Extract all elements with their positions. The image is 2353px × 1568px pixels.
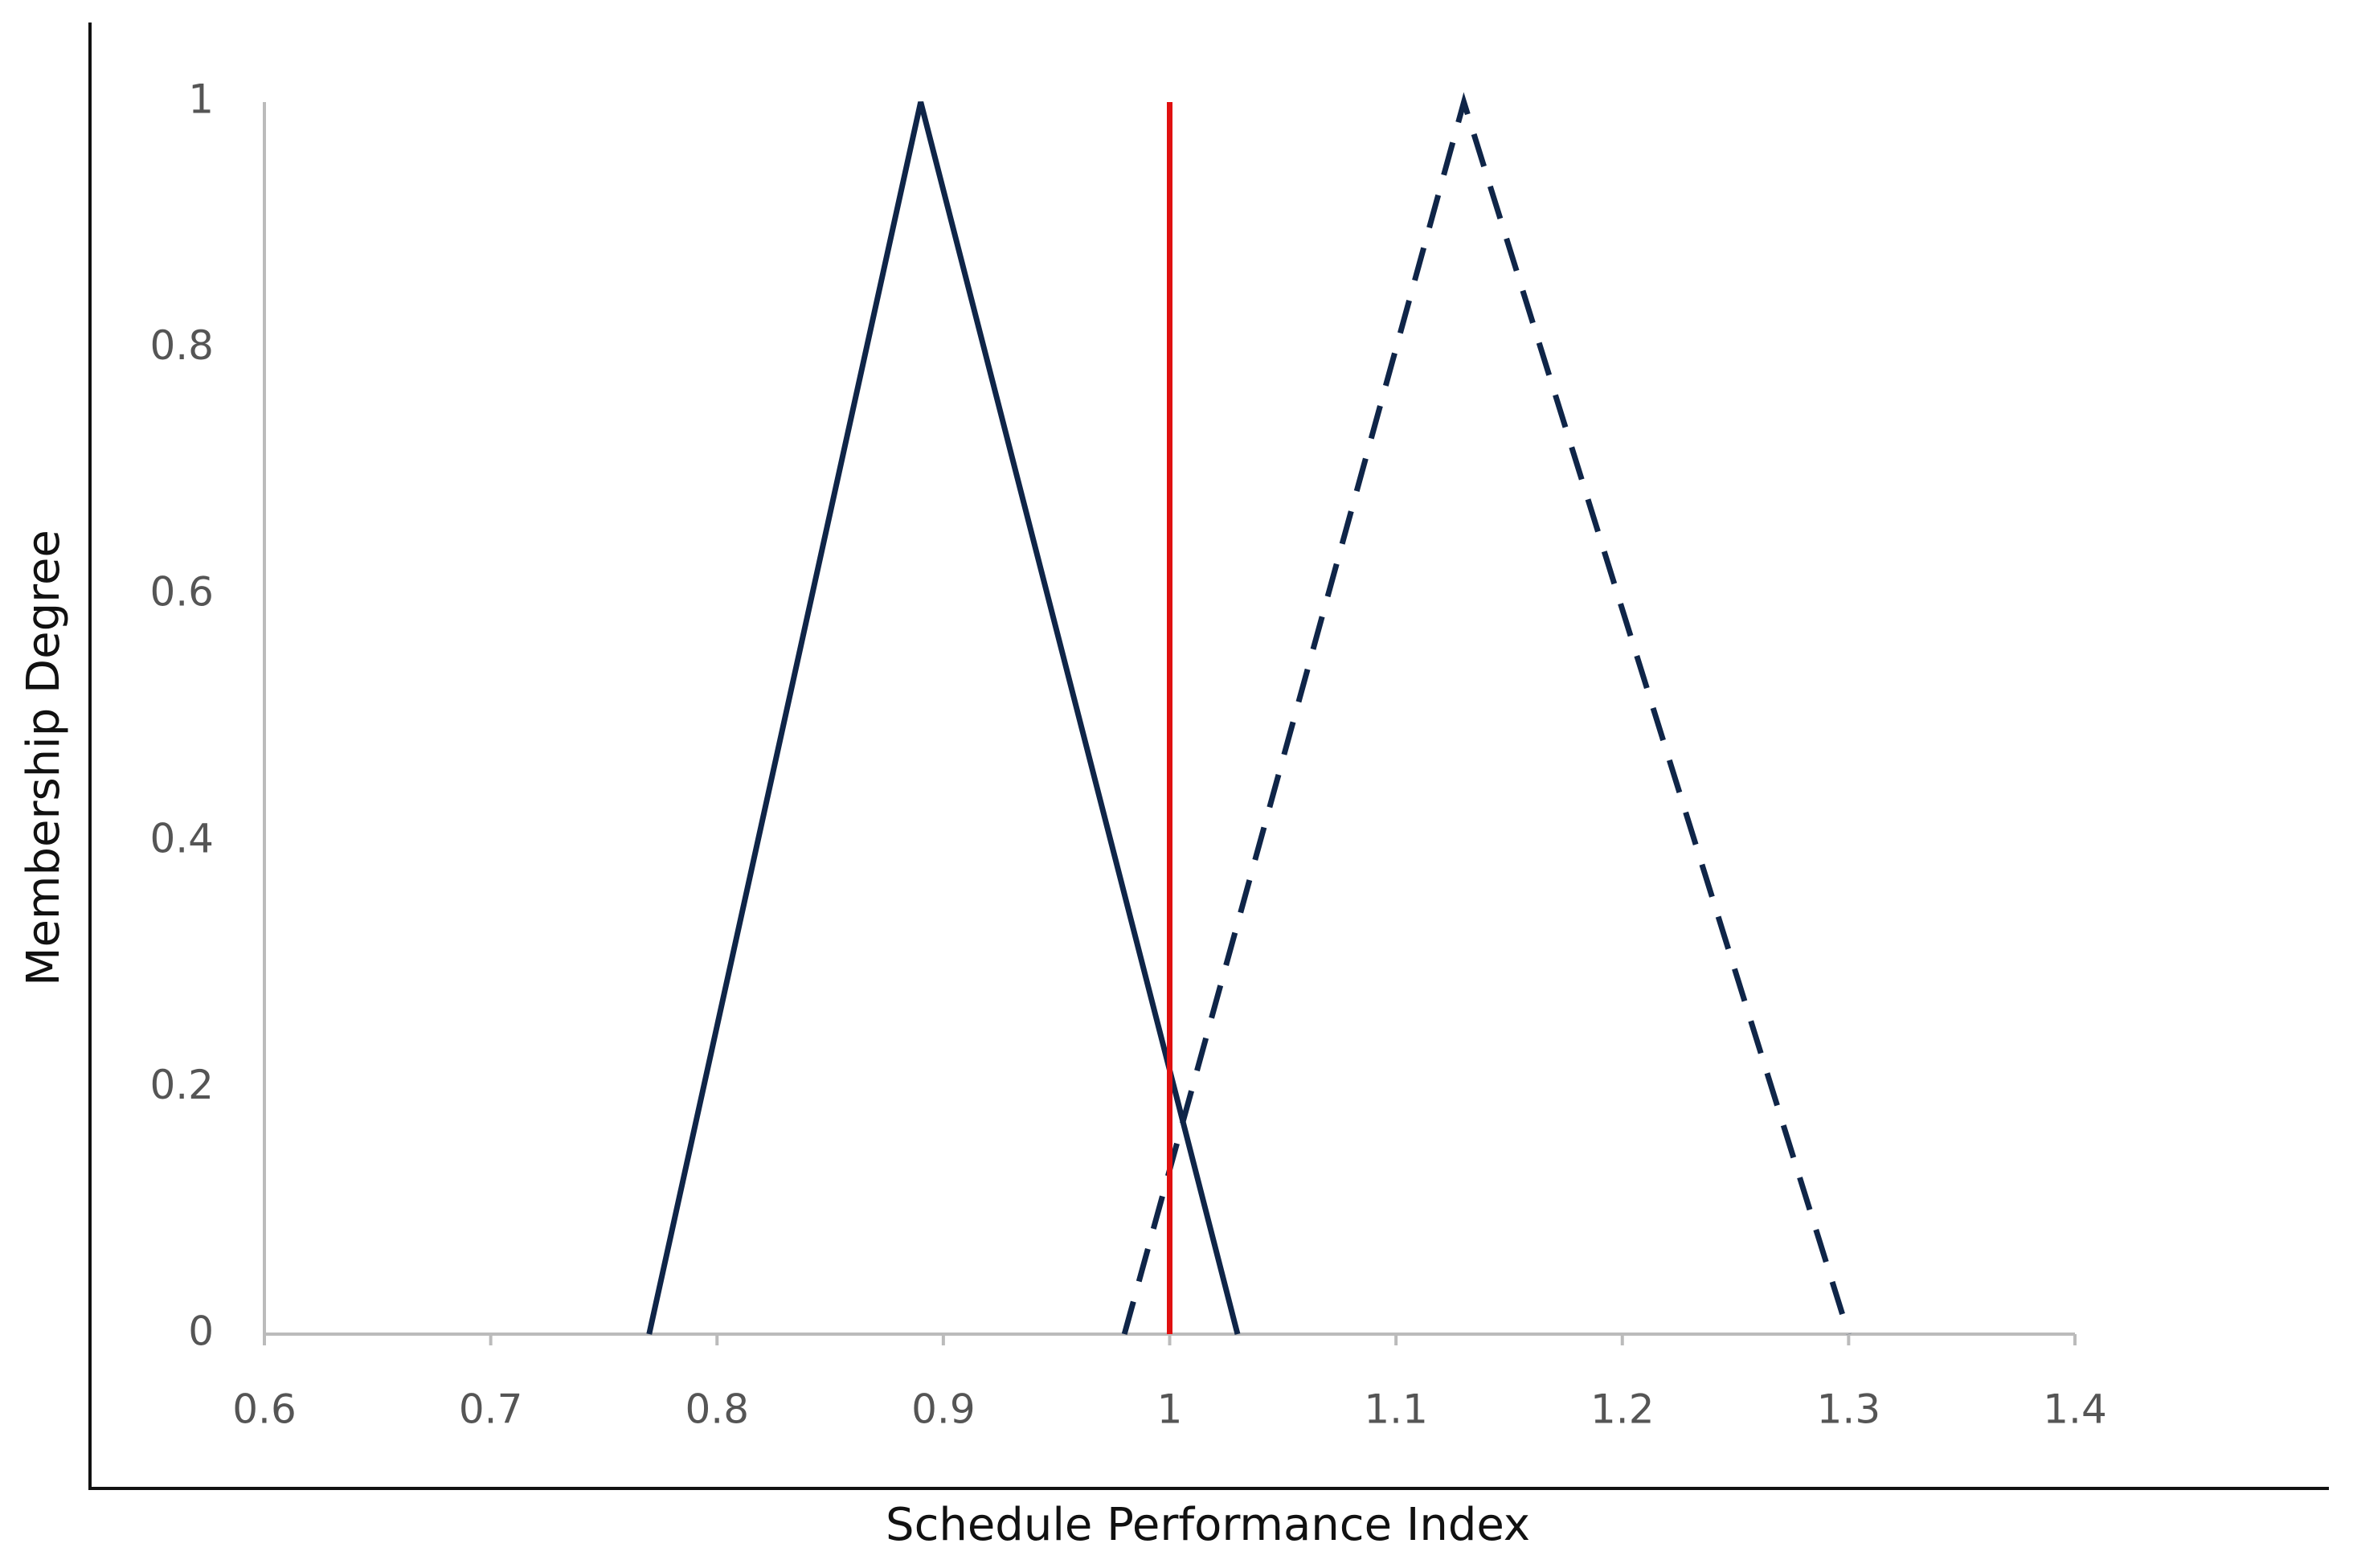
y-tick-label: 0.4 [149,815,214,862]
x-tick-label: 0.6 [232,1386,297,1433]
y-tick-label: 0 [188,1308,214,1355]
y-tick-label: 0.2 [149,1062,214,1108]
x-tick-label: 0.9 [911,1386,976,1433]
y-tick-label: 0.8 [149,322,214,369]
x-tick-label: 1.4 [2043,1386,2107,1433]
x-tick-label: 1 [1157,1386,1183,1433]
y-tick-label: 0.6 [149,569,214,616]
y-axis-title: Membership Degree [18,530,70,986]
series-line [646,101,1241,1335]
x-tick-label: 0.8 [685,1386,749,1433]
x-tick-label: 1.2 [1590,1386,1655,1433]
y-tick-label: 1 [188,76,214,123]
series-line [1121,92,1852,1336]
x-tick-label: 1.3 [1817,1386,1881,1433]
x-tick-label: 1.1 [1364,1386,1428,1433]
x-axis-title: Schedule Performance Index [886,1499,1530,1551]
x-tick-label: 0.7 [459,1386,523,1433]
